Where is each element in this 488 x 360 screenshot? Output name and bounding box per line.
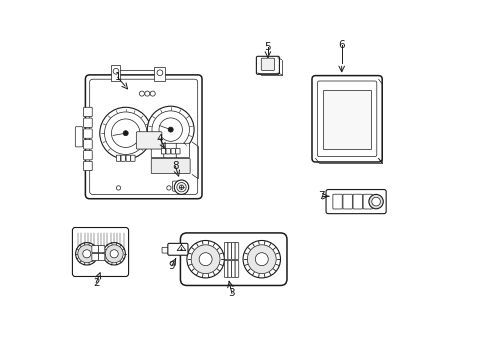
FancyBboxPatch shape: [89, 79, 197, 194]
Text: 8: 8: [172, 161, 178, 171]
Circle shape: [139, 91, 144, 96]
Circle shape: [166, 186, 171, 190]
Text: 1: 1: [114, 72, 121, 82]
FancyBboxPatch shape: [83, 118, 92, 127]
FancyBboxPatch shape: [83, 129, 92, 138]
FancyBboxPatch shape: [363, 194, 372, 209]
Circle shape: [110, 250, 118, 258]
FancyBboxPatch shape: [136, 132, 162, 149]
Circle shape: [368, 194, 383, 209]
FancyBboxPatch shape: [163, 143, 177, 158]
Text: 2: 2: [93, 278, 99, 288]
FancyBboxPatch shape: [92, 253, 98, 261]
FancyBboxPatch shape: [256, 56, 279, 74]
FancyBboxPatch shape: [224, 261, 227, 277]
FancyBboxPatch shape: [171, 149, 175, 154]
FancyBboxPatch shape: [162, 247, 170, 253]
Polygon shape: [111, 65, 120, 81]
FancyBboxPatch shape: [83, 161, 92, 171]
FancyBboxPatch shape: [176, 143, 189, 158]
Text: 6: 6: [338, 40, 345, 50]
FancyBboxPatch shape: [332, 194, 342, 209]
FancyBboxPatch shape: [352, 194, 362, 209]
FancyBboxPatch shape: [325, 189, 386, 213]
FancyBboxPatch shape: [317, 81, 376, 157]
FancyBboxPatch shape: [85, 75, 202, 199]
FancyBboxPatch shape: [151, 143, 164, 158]
Circle shape: [105, 245, 123, 263]
FancyBboxPatch shape: [147, 141, 193, 176]
Circle shape: [100, 107, 151, 159]
FancyBboxPatch shape: [75, 127, 82, 147]
FancyBboxPatch shape: [83, 150, 92, 160]
Circle shape: [113, 68, 119, 74]
Circle shape: [159, 118, 182, 141]
Circle shape: [123, 131, 128, 136]
FancyBboxPatch shape: [98, 253, 104, 261]
FancyBboxPatch shape: [121, 155, 125, 161]
Polygon shape: [154, 67, 165, 81]
Circle shape: [144, 91, 149, 96]
FancyBboxPatch shape: [126, 155, 130, 161]
Text: 9: 9: [168, 261, 175, 271]
Circle shape: [111, 119, 140, 148]
Circle shape: [157, 70, 163, 76]
FancyBboxPatch shape: [231, 261, 235, 277]
Circle shape: [152, 111, 189, 148]
Circle shape: [199, 253, 212, 266]
Circle shape: [177, 183, 186, 192]
Circle shape: [247, 245, 276, 274]
Circle shape: [168, 127, 173, 132]
FancyBboxPatch shape: [261, 58, 274, 71]
FancyBboxPatch shape: [231, 243, 235, 259]
FancyBboxPatch shape: [151, 158, 190, 174]
Text: 5: 5: [264, 42, 271, 52]
Circle shape: [181, 249, 182, 251]
Circle shape: [82, 250, 91, 258]
FancyBboxPatch shape: [92, 246, 98, 253]
FancyBboxPatch shape: [161, 149, 165, 154]
FancyBboxPatch shape: [83, 107, 92, 117]
Circle shape: [78, 245, 96, 263]
FancyBboxPatch shape: [175, 149, 180, 154]
Circle shape: [371, 197, 380, 206]
Circle shape: [243, 240, 280, 278]
FancyBboxPatch shape: [235, 261, 238, 277]
FancyBboxPatch shape: [98, 246, 104, 253]
FancyBboxPatch shape: [166, 149, 170, 154]
Circle shape: [76, 243, 98, 265]
Text: 4: 4: [156, 134, 163, 144]
FancyBboxPatch shape: [180, 233, 286, 285]
Circle shape: [191, 245, 220, 274]
Circle shape: [103, 243, 125, 265]
Circle shape: [255, 253, 268, 266]
FancyBboxPatch shape: [83, 140, 92, 149]
FancyBboxPatch shape: [224, 243, 227, 259]
FancyBboxPatch shape: [227, 261, 231, 277]
FancyBboxPatch shape: [322, 90, 371, 149]
FancyBboxPatch shape: [172, 181, 180, 191]
Text: 7: 7: [318, 191, 325, 201]
FancyBboxPatch shape: [342, 194, 351, 209]
Circle shape: [186, 240, 224, 278]
Circle shape: [147, 106, 194, 153]
Text: 3: 3: [228, 288, 235, 298]
FancyBboxPatch shape: [227, 243, 231, 259]
FancyBboxPatch shape: [130, 155, 135, 161]
FancyBboxPatch shape: [72, 228, 128, 276]
FancyBboxPatch shape: [235, 243, 238, 259]
Circle shape: [104, 112, 147, 154]
FancyBboxPatch shape: [311, 76, 382, 162]
Circle shape: [116, 186, 121, 190]
Circle shape: [174, 180, 188, 194]
FancyBboxPatch shape: [116, 155, 121, 161]
FancyBboxPatch shape: [167, 243, 187, 255]
Circle shape: [150, 91, 155, 96]
